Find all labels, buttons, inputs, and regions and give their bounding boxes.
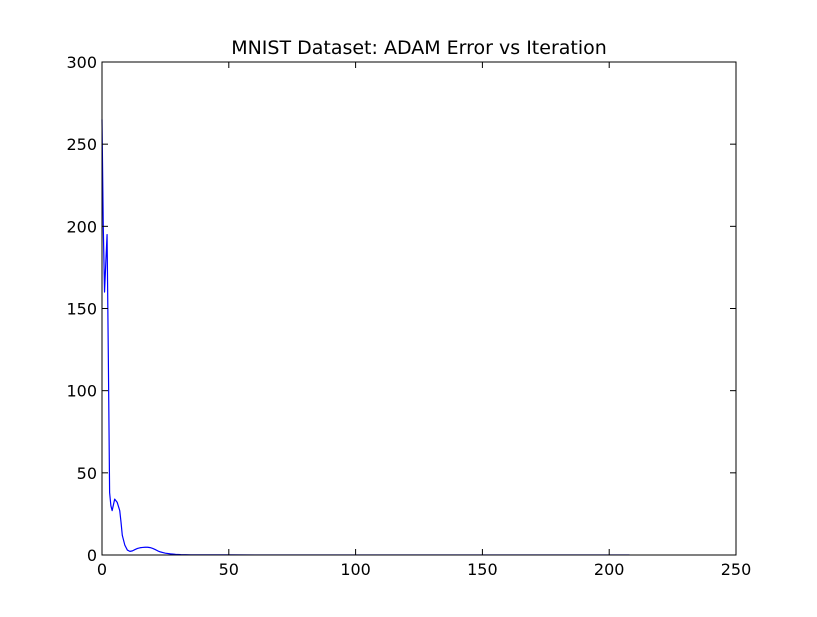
x-tick-label: 50	[219, 560, 239, 579]
y-tick-label: 300	[66, 53, 97, 72]
y-tick-label: 150	[66, 300, 97, 319]
y-axis: 0 50 100 150 200 250 300	[66, 53, 736, 565]
x-axis: 0 50 100 150 200 250	[97, 62, 751, 579]
y-tick-label: 250	[66, 135, 97, 154]
chart-title: MNIST Dataset: ADAM Error vs Iteration	[231, 37, 607, 59]
x-tick-label: 0	[97, 560, 107, 579]
y-tick-label: 0	[87, 546, 97, 565]
x-tick-label: 250	[721, 560, 752, 579]
x-tick-label: 200	[594, 560, 625, 579]
y-tick-label: 100	[66, 382, 97, 401]
x-tick-label: 100	[340, 560, 371, 579]
y-tick-label: 50	[77, 464, 97, 483]
y-tick-label: 200	[66, 217, 97, 236]
x-tick-label: 150	[467, 560, 498, 579]
